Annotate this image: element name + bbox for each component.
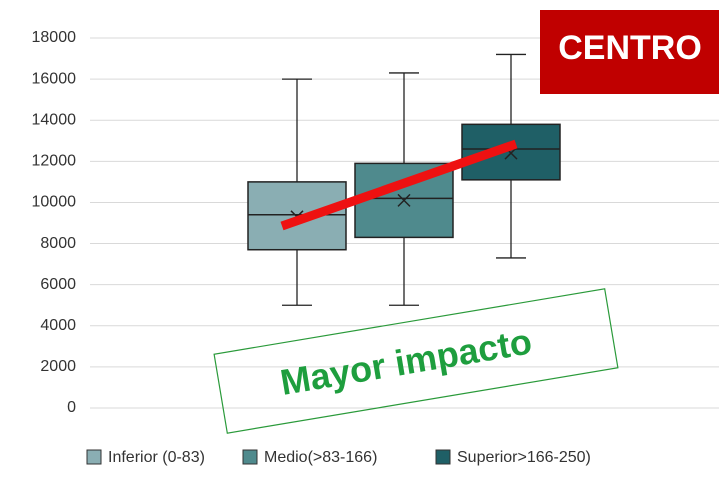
centro-label: CENTRO xyxy=(558,29,702,67)
centro-box xyxy=(540,10,719,94)
y-tick-label: 12000 xyxy=(32,153,77,170)
trend-arrow xyxy=(280,139,518,231)
y-tick-label: 4000 xyxy=(40,317,76,334)
y-tick-label: 10000 xyxy=(32,194,77,211)
mean-marker xyxy=(397,193,411,207)
y-tick-label: 2000 xyxy=(40,358,76,375)
y-tick-label: 8000 xyxy=(40,235,76,252)
legend-swatch xyxy=(86,449,102,465)
box-group xyxy=(461,53,561,259)
legend-swatch xyxy=(435,449,451,465)
legend-label: Inferior (0-83) xyxy=(108,449,205,466)
y-tick-label: 16000 xyxy=(32,70,77,87)
legend-label: Superior>166-250) xyxy=(457,449,591,466)
y-tick-label: 6000 xyxy=(40,276,76,293)
legend-swatch xyxy=(242,449,258,465)
y-tick-label: 14000 xyxy=(32,111,77,128)
y-tick-label: 18000 xyxy=(32,29,77,46)
legend-label: Medio(>83-166) xyxy=(264,449,377,466)
y-tick-label: 0 xyxy=(67,399,76,416)
impact-box xyxy=(213,288,619,434)
